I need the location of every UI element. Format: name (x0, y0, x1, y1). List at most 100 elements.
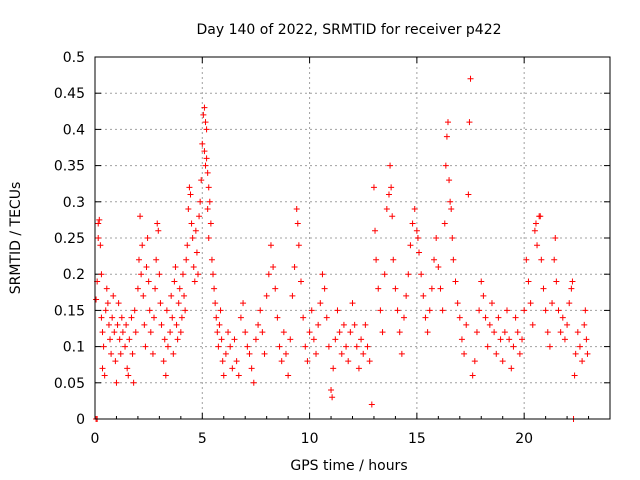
data-point-plus (452, 278, 459, 285)
data-point-plus (163, 307, 170, 314)
data-point-plus (222, 350, 229, 357)
data-point-plus (389, 213, 396, 220)
data-point-plus (167, 329, 174, 336)
data-point-plus (407, 242, 414, 249)
y-tick-label: 0.4 (63, 122, 85, 138)
data-point-plus (351, 321, 358, 328)
data-point-plus (287, 336, 294, 343)
data-point-plus (431, 256, 438, 263)
data-point-plus (572, 350, 579, 357)
data-point-plus (360, 350, 367, 357)
data-point-plus (122, 343, 129, 350)
y-tick-label: 0 (76, 412, 85, 428)
data-point-plus (93, 296, 100, 303)
data-point-plus (263, 292, 270, 299)
data-point-plus (103, 285, 110, 292)
data-point-plus (484, 343, 491, 350)
data-point-plus (529, 321, 536, 328)
data-point-plus (501, 329, 508, 336)
data-point-plus (321, 285, 328, 292)
data-point-plus (471, 358, 478, 365)
data-point-plus (574, 329, 581, 336)
data-point-plus (199, 140, 206, 147)
data-point-plus (161, 336, 168, 343)
data-point-plus (187, 191, 194, 198)
data-point-plus (246, 350, 253, 357)
x-tick-label: 20 (515, 431, 533, 447)
data-point-plus (134, 285, 141, 292)
data-point-plus (293, 206, 300, 213)
data-point-plus (173, 321, 180, 328)
data-point-plus (212, 300, 219, 307)
data-point-plus (476, 307, 483, 314)
data-point-plus (310, 336, 317, 343)
data-point-plus (248, 365, 255, 372)
data-point-plus (211, 285, 218, 292)
data-point-plus (370, 184, 377, 191)
data-point-plus (437, 285, 444, 292)
data-point-plus (171, 278, 178, 285)
data-point-plus (349, 300, 356, 307)
data-point-plus (552, 235, 559, 241)
data-point-plus (516, 350, 523, 357)
data-point-plus (115, 300, 122, 307)
data-point-plus (240, 300, 247, 307)
data-point-plus (531, 227, 538, 234)
data-point-plus (190, 263, 197, 270)
data-point-plus (488, 300, 495, 307)
data-point-plus (203, 155, 210, 162)
data-point-plus (383, 206, 390, 213)
data-point-plus (555, 307, 562, 314)
data-point-plus (111, 329, 118, 336)
data-point-plus (138, 271, 145, 278)
data-point-plus (200, 111, 207, 118)
data-point-plus (181, 292, 188, 299)
data-point-plus (355, 365, 362, 372)
data-point-plus (433, 235, 440, 241)
data-point-plus (323, 314, 330, 321)
data-point-plus (557, 329, 564, 336)
data-point-plus (270, 263, 277, 270)
data-point-plus (466, 119, 473, 126)
data-point-plus (486, 321, 493, 328)
data-point-plus (576, 343, 583, 350)
data-point-plus (373, 256, 380, 263)
data-point-plus (178, 314, 185, 321)
data-point-plus (107, 336, 114, 343)
data-point-plus (142, 343, 149, 350)
data-point-plus (215, 343, 222, 350)
data-point-plus (409, 220, 416, 227)
data-point-plus (186, 184, 193, 191)
x-tick-label: 5 (198, 431, 207, 447)
data-point-plus (157, 300, 164, 307)
data-point-plus (204, 206, 211, 213)
data-point-plus (110, 292, 117, 299)
data-point-plus (112, 358, 119, 365)
data-point-plus (291, 263, 298, 270)
data-point-plus (325, 343, 332, 350)
data-point-plus (96, 216, 103, 223)
data-point-plus (201, 104, 208, 111)
plot-frame (94, 56, 611, 420)
data-point-plus (315, 321, 322, 328)
data-point-plus (390, 256, 397, 263)
data-point-plus (214, 329, 221, 336)
data-point-plus (158, 321, 165, 328)
data-point-plus (553, 278, 560, 285)
data-point-plus (544, 329, 551, 336)
data-point-plus (345, 358, 352, 365)
y-axis-label: SRMTID / TECUs (8, 182, 24, 295)
data-point-plus (145, 278, 152, 285)
data-point-plus (504, 307, 510, 314)
data-point-plus (98, 271, 105, 278)
data-point-plus (155, 227, 162, 234)
data-point-plus (521, 307, 528, 314)
data-point-plus (338, 350, 345, 357)
data-point-plus (250, 379, 257, 386)
data-point-plus (125, 372, 132, 379)
data-point-plus (174, 336, 181, 343)
data-point-plus (295, 242, 302, 249)
data-point-plus (242, 329, 249, 336)
data-point-plus (469, 372, 476, 379)
data-point-plus (204, 169, 211, 176)
